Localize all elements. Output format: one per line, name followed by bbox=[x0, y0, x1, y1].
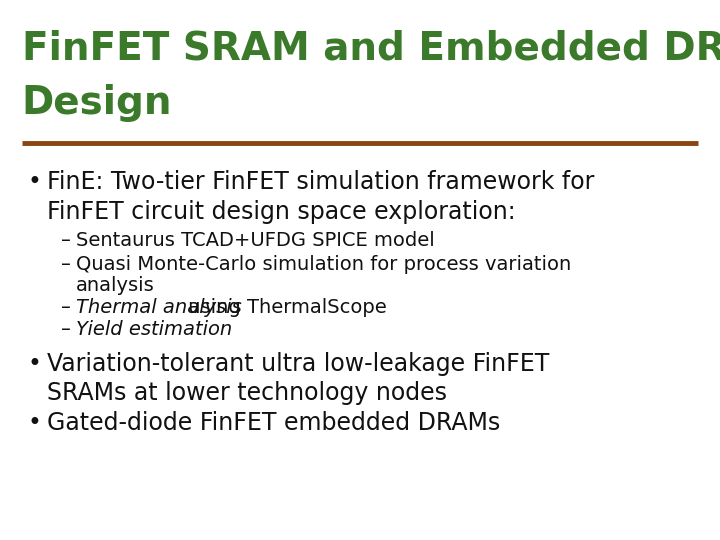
Text: Design: Design bbox=[22, 84, 172, 122]
Text: SRAMs at lower technology nodes: SRAMs at lower technology nodes bbox=[47, 381, 447, 404]
Text: •: • bbox=[27, 170, 41, 194]
Text: Yield estimation: Yield estimation bbox=[76, 320, 232, 339]
Text: FinFET circuit design space exploration:: FinFET circuit design space exploration: bbox=[47, 200, 516, 224]
Text: –: – bbox=[61, 298, 71, 317]
Text: •: • bbox=[27, 411, 41, 435]
Text: analysis: analysis bbox=[76, 276, 154, 295]
Text: –: – bbox=[61, 255, 71, 274]
Text: Sentaurus TCAD+UFDG SPICE model: Sentaurus TCAD+UFDG SPICE model bbox=[76, 231, 434, 250]
Text: Thermal analysis: Thermal analysis bbox=[76, 298, 241, 317]
Text: –: – bbox=[61, 231, 71, 250]
Text: •: • bbox=[27, 352, 41, 376]
Text: using ThermalScope: using ThermalScope bbox=[182, 298, 387, 317]
Text: FinFET SRAM and Embedded DRAM: FinFET SRAM and Embedded DRAM bbox=[22, 30, 720, 68]
Text: –: – bbox=[61, 320, 71, 339]
Text: FinE: Two-tier FinFET simulation framework for: FinE: Two-tier FinFET simulation framewo… bbox=[47, 170, 594, 194]
Text: Gated-diode FinFET embedded DRAMs: Gated-diode FinFET embedded DRAMs bbox=[47, 411, 500, 435]
Text: Quasi Monte-Carlo simulation for process variation: Quasi Monte-Carlo simulation for process… bbox=[76, 255, 571, 274]
Text: Variation-tolerant ultra low-leakage FinFET: Variation-tolerant ultra low-leakage Fin… bbox=[47, 352, 549, 376]
